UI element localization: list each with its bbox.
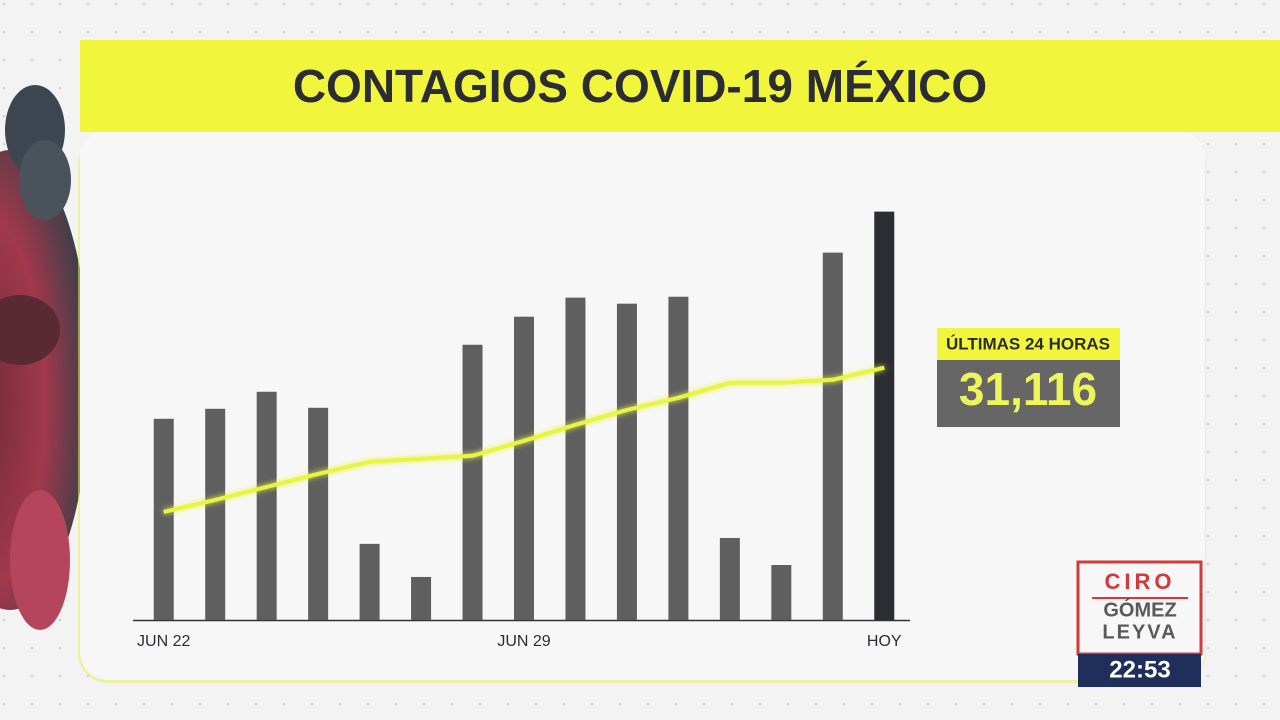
clock: 22:53 [1109, 656, 1170, 683]
bar [771, 565, 792, 620]
channel-logo: CIRO GÓMEZ LEYVA 22:53 [1076, 560, 1203, 687]
chart-title: CONTAGIOS COVID-19 MÉXICO [293, 60, 987, 112]
logo-line: GÓMEZ [1103, 597, 1176, 621]
bar [153, 418, 174, 620]
bar [822, 252, 843, 620]
bar [874, 211, 895, 621]
bar [359, 543, 380, 620]
bar [308, 407, 329, 620]
callout-body [937, 360, 1120, 427]
x-tick-label: HOY [867, 633, 902, 650]
bar [411, 576, 432, 620]
callout-title: ÚLTIMAS 24 HORAS [946, 334, 1110, 353]
x-tick-label: JUN 22 [137, 633, 190, 650]
logo-line: LEYVA [1102, 621, 1177, 643]
title-band [80, 40, 1280, 132]
bar [565, 297, 586, 620]
x-tick-label: JUN 29 [497, 633, 550, 650]
callout-header [937, 328, 1120, 360]
bar [256, 391, 277, 620]
bar [514, 316, 534, 620]
clock-box [1078, 654, 1201, 687]
bar [462, 344, 483, 620]
bar [205, 408, 226, 620]
logo-line: CIRO [1105, 569, 1176, 594]
value-label: 31,116 [959, 363, 1097, 415]
callout: ÚLTIMAS 24 HORAS 31,116 [937, 328, 1120, 427]
plot: JUN 22 JUN 29 HOY [137, 211, 902, 650]
bar [719, 537, 740, 620]
trend-line [163, 365, 885, 514]
virus-illustration [0, 85, 90, 630]
logo-box [1076, 560, 1203, 656]
bar [616, 303, 637, 620]
bar [668, 296, 689, 620]
